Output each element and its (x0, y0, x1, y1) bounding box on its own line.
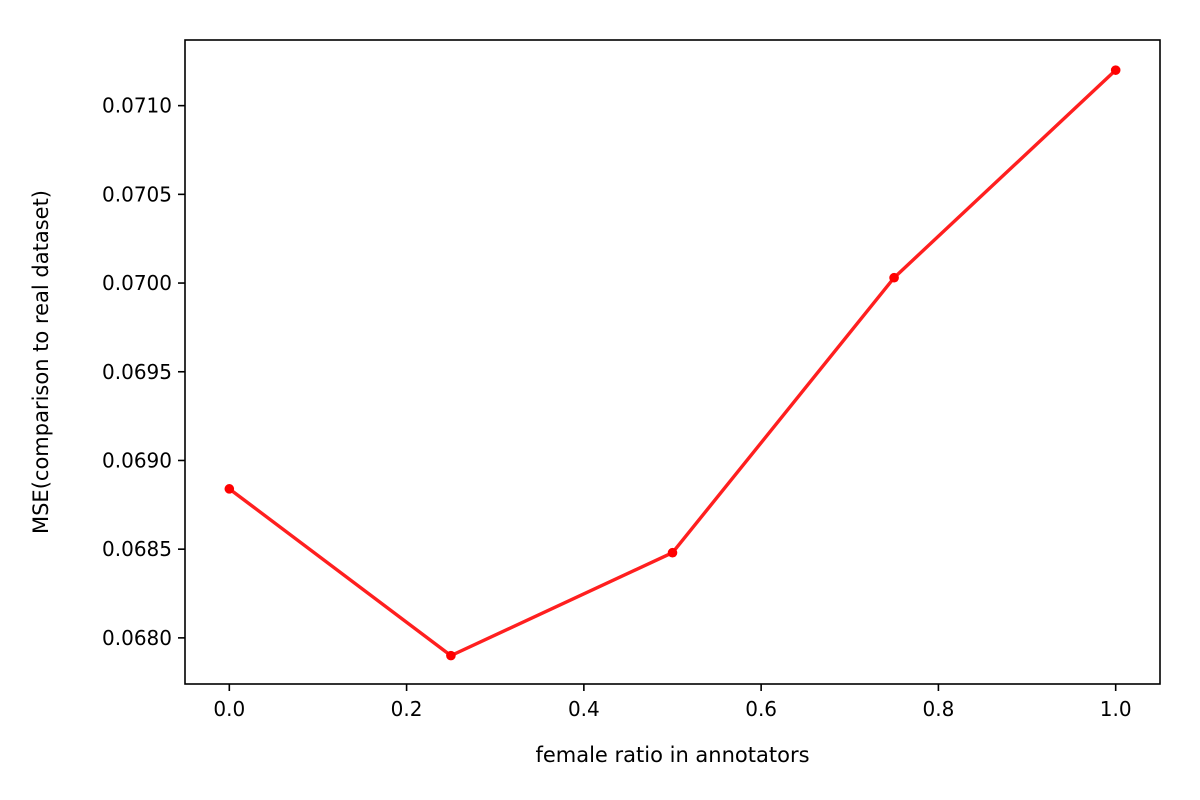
y-tick-label: 0.0695 (102, 360, 172, 384)
x-tick-label: 0.2 (391, 697, 423, 721)
y-tick-label: 0.0690 (102, 448, 172, 472)
series-layer (224, 65, 1121, 661)
x-tick-label: 1.0 (1100, 697, 1132, 721)
y-tick-label: 0.0700 (102, 271, 172, 295)
x-tick-label: 0.0 (213, 697, 245, 721)
y-axis-label: MSE(comparison to real dataset) (29, 190, 53, 534)
x-axis: 0.0 0.2 0.4 0.6 0.8 1.0 (213, 684, 1132, 721)
x-tick-label: 0.8 (923, 697, 955, 721)
data-point (224, 484, 235, 494)
y-tick-label: 0.0705 (102, 182, 172, 206)
y-axis: 0.0680 0.0685 0.0690 0.0695 0.0700 0.0705 0.07… (102, 94, 185, 650)
y-tick-label: 0.0680 (102, 626, 172, 650)
data-point (889, 272, 899, 283)
data-point (1110, 65, 1121, 75)
x-tick-label: 0.6 (745, 697, 777, 721)
y-tick-label: 0.0710 (102, 94, 172, 118)
axes-frame (184, 39, 1161, 685)
data-point (667, 547, 678, 558)
x-axis-label: female ratio in annotators (535, 743, 809, 767)
data-point (446, 650, 456, 661)
y-tick-label: 0.0685 (102, 537, 172, 561)
x-tick-label: 0.4 (568, 697, 600, 721)
